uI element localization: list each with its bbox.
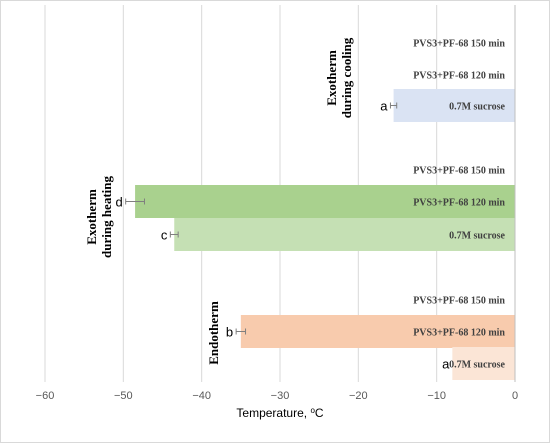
category-label: 0.7M sucrose: [449, 231, 505, 242]
category-labels: PVS3+PF-68 150 min PVS3+PF-68 120 min 0.7M…: [413, 39, 505, 371]
x-axis-title-text: Temperature,: [236, 406, 310, 420]
x-tick-label: −50: [114, 390, 133, 402]
bar: [452, 347, 515, 380]
category-label: PVS3+PF-68 120 min: [413, 198, 505, 209]
x-tick-label: −40: [192, 390, 211, 402]
category-label: PVS3+PF-68 120 min: [413, 328, 505, 339]
x-tick-label: −30: [271, 390, 290, 402]
group-label-line: Endotherm: [206, 301, 221, 365]
category-label: PVS3+PF-68 150 min: [413, 166, 505, 177]
x-axis-title: Temperature, oC: [236, 406, 324, 421]
category-label: 0.7M sucrose: [449, 360, 505, 371]
group-label-line: during cooling: [339, 37, 354, 118]
significance-letter: a: [380, 99, 388, 114]
category-label: PVS3+PF-68 120 min: [413, 71, 505, 82]
group-label: Endotherm: [206, 301, 221, 365]
group-label-line: Exotherm: [324, 50, 339, 106]
significance-letter: b: [226, 325, 233, 340]
significance-letter: c: [161, 228, 168, 243]
significance-letter: a: [442, 357, 450, 372]
x-tick-label: −20: [349, 390, 368, 402]
group-label: Exothermduring heating: [84, 176, 114, 258]
bars: a d c b a: [115, 89, 516, 380]
bar: [174, 218, 515, 251]
bar: [393, 89, 515, 122]
significance-letter: d: [115, 195, 122, 210]
x-tick-label: −10: [427, 390, 446, 402]
x-tick-label: 0: [512, 390, 518, 402]
category-label: PVS3+PF-68 150 min: [413, 39, 505, 50]
x-axis-title-degree: o: [310, 406, 315, 415]
group-label-line: during heating: [99, 176, 114, 258]
x-tick-labels: −60 −50 −40 −30 −20 −10 0: [36, 390, 518, 402]
category-label: 0.7M sucrose: [449, 102, 505, 113]
group-label-line: Exotherm: [84, 189, 99, 245]
bar: [135, 185, 516, 218]
x-axis-title-unit: C: [315, 406, 324, 420]
bar: [240, 315, 516, 348]
x-tick-label: −60: [36, 390, 55, 402]
group-label: Exothermduring cooling: [324, 37, 354, 118]
category-label: PVS3+PF-68 150 min: [413, 296, 505, 307]
